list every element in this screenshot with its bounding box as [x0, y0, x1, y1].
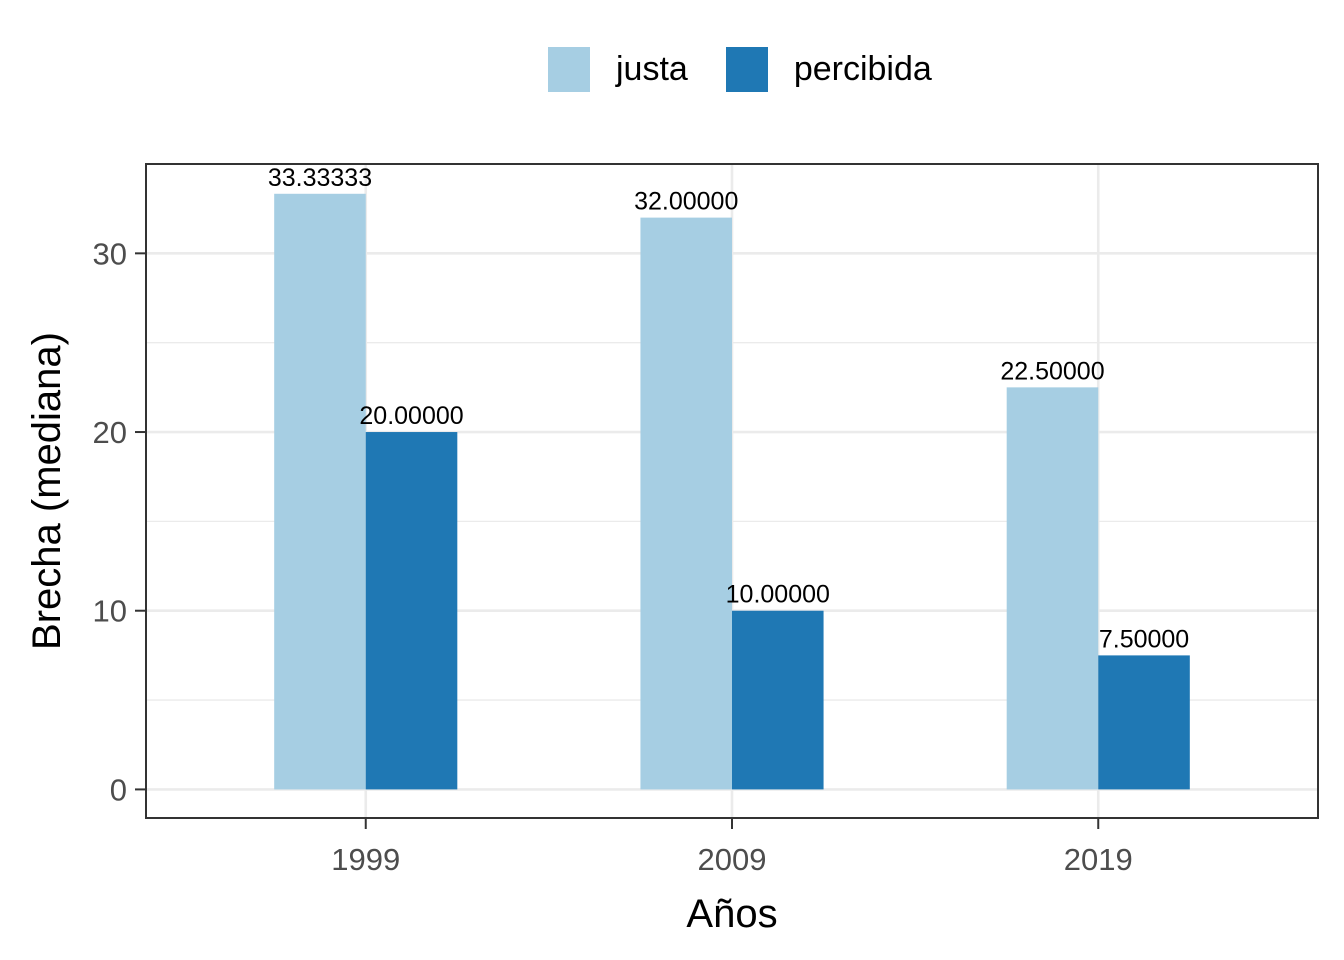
y-tick-label: 10: [93, 594, 127, 629]
x-tick-label: 2019: [1064, 842, 1133, 877]
bar-percibida-2019: [1098, 655, 1190, 790]
bar-percibida-2009: [732, 610, 824, 790]
x-tick-label: 1999: [331, 842, 400, 877]
y-tick-label: 20: [93, 415, 127, 450]
y-tick-label: 0: [110, 772, 127, 807]
y-axis: 0 10 20 30: [93, 236, 146, 807]
data-label-justa-1999: 33.33333: [268, 164, 372, 192]
data-label-percibida-1999: 20.00000: [359, 402, 463, 430]
y-tick-label: 30: [93, 236, 127, 271]
x-axis-title: Años: [686, 892, 777, 936]
legend-label-percibida: percibida: [793, 50, 932, 88]
legend: justa percibida: [548, 47, 970, 92]
x-axis: 1999 2009 2019: [331, 818, 1133, 877]
legend-item-percibida: percibida: [725, 47, 932, 92]
data-label-justa-2009: 32.00000: [634, 188, 738, 216]
bars: [274, 193, 1190, 790]
legend-swatch-justa: [548, 47, 590, 92]
data-label-justa-2019: 22.50000: [1000, 357, 1104, 385]
data-label-percibida-2019: 7.50000: [1099, 625, 1189, 653]
data-label-percibida-2009: 10.00000: [726, 581, 830, 609]
legend-swatch-percibida: [725, 47, 768, 92]
x-tick-label: 2009: [698, 842, 767, 877]
y-axis-title: Brecha (mediana): [25, 332, 69, 650]
legend-label-justa: justa: [616, 50, 688, 88]
bar-percibida-1999: [365, 432, 458, 790]
legend-item-justa: justa: [548, 47, 688, 92]
bar-justa-1999: [274, 193, 366, 790]
bar-labels: 33.33333 20.00000 32.00000 10.00000 22.50000…: [268, 164, 1189, 654]
bar-justa-2019: [1006, 387, 1099, 790]
bar-justa-2009: [640, 217, 732, 790]
